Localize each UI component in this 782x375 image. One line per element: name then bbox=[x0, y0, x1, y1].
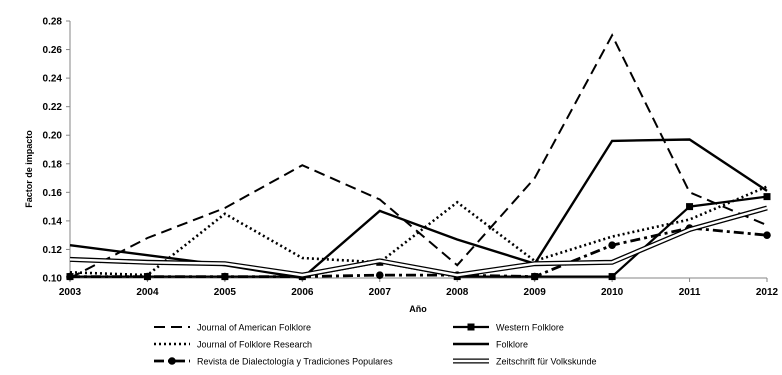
legend-item-zeitschrift-fur-volkskunde: Zeitschrift für Volkskunde bbox=[453, 357, 597, 367]
legend-marker-square bbox=[467, 323, 475, 331]
data-point-circle bbox=[608, 241, 616, 249]
data-point-circle bbox=[530, 272, 539, 281]
y-tick-label: 0.26 bbox=[43, 45, 63, 56]
x-tick-label: 2004 bbox=[136, 287, 159, 298]
series-line-inner bbox=[69, 206, 768, 277]
legend-label: Journal of American Folklore bbox=[197, 323, 311, 333]
x-tick-label: 2003 bbox=[59, 287, 82, 298]
series-folklore bbox=[69, 138, 768, 280]
x-axis-title: Año bbox=[409, 304, 427, 314]
legend-item-journal-of-folklore-research: Journal of Folklore Research bbox=[154, 340, 312, 350]
x-tick-label: 2005 bbox=[214, 287, 237, 298]
series-journal-of-folklore-research bbox=[69, 185, 768, 277]
x-tick-label: 2008 bbox=[446, 287, 469, 298]
legend-item-journal-of-american-folklore: Journal of American Folklore bbox=[154, 323, 311, 333]
x-tick-label: 2009 bbox=[524, 287, 547, 298]
data-point-square bbox=[686, 203, 694, 211]
x-tick-label: 2007 bbox=[369, 287, 392, 298]
legend-item-folklore: Folklore bbox=[453, 340, 528, 350]
y-tick-label: 0.18 bbox=[43, 159, 63, 170]
y-tick-label: 0.22 bbox=[43, 102, 63, 113]
data-point-circle bbox=[221, 272, 229, 281]
legend-label: Revista de Dialectología y Tradiciones P… bbox=[197, 357, 393, 367]
legend-label: Journal of Folklore Research bbox=[197, 340, 312, 350]
legend-marker-circle bbox=[168, 357, 176, 365]
series-line bbox=[69, 185, 768, 277]
legend-item-western-folklore: Western Folklore bbox=[453, 323, 564, 333]
y-tick-label: 0.16 bbox=[43, 188, 63, 199]
data-point-square bbox=[608, 273, 616, 281]
legend-label: Folklore bbox=[496, 340, 528, 350]
y-tick-label: 0.24 bbox=[43, 74, 63, 85]
data-point-circle bbox=[375, 271, 384, 279]
data-point-circle bbox=[66, 272, 74, 281]
legend-item-revista-de-dialectologia-y-tradiciones-populares: Revista de Dialectología y Tradiciones P… bbox=[154, 357, 393, 367]
data-point-square bbox=[763, 193, 771, 201]
y-tick-label: 0.20 bbox=[43, 131, 63, 142]
y-tick-label: 0.14 bbox=[43, 216, 63, 227]
data-point-circle bbox=[763, 231, 771, 239]
y-tick-label: 0.12 bbox=[43, 245, 63, 256]
legend-label: Western Folklore bbox=[496, 323, 564, 333]
legend-label: Zeitschrift für Volkskunde bbox=[496, 357, 597, 367]
y-axis-title: Factor de impacto bbox=[24, 130, 34, 208]
y-tick-label: 0.28 bbox=[43, 17, 63, 28]
x-tick-label: 2012 bbox=[756, 287, 779, 298]
x-tick-label: 2006 bbox=[291, 287, 314, 298]
y-tick-label: 0.10 bbox=[43, 274, 63, 285]
series-line bbox=[69, 138, 768, 280]
data-point-circle bbox=[143, 272, 152, 281]
series-zeitschrift-fur-volkskunde bbox=[69, 205, 768, 278]
x-tick-label: 2011 bbox=[679, 287, 701, 298]
x-tick-label: 2010 bbox=[601, 287, 624, 298]
